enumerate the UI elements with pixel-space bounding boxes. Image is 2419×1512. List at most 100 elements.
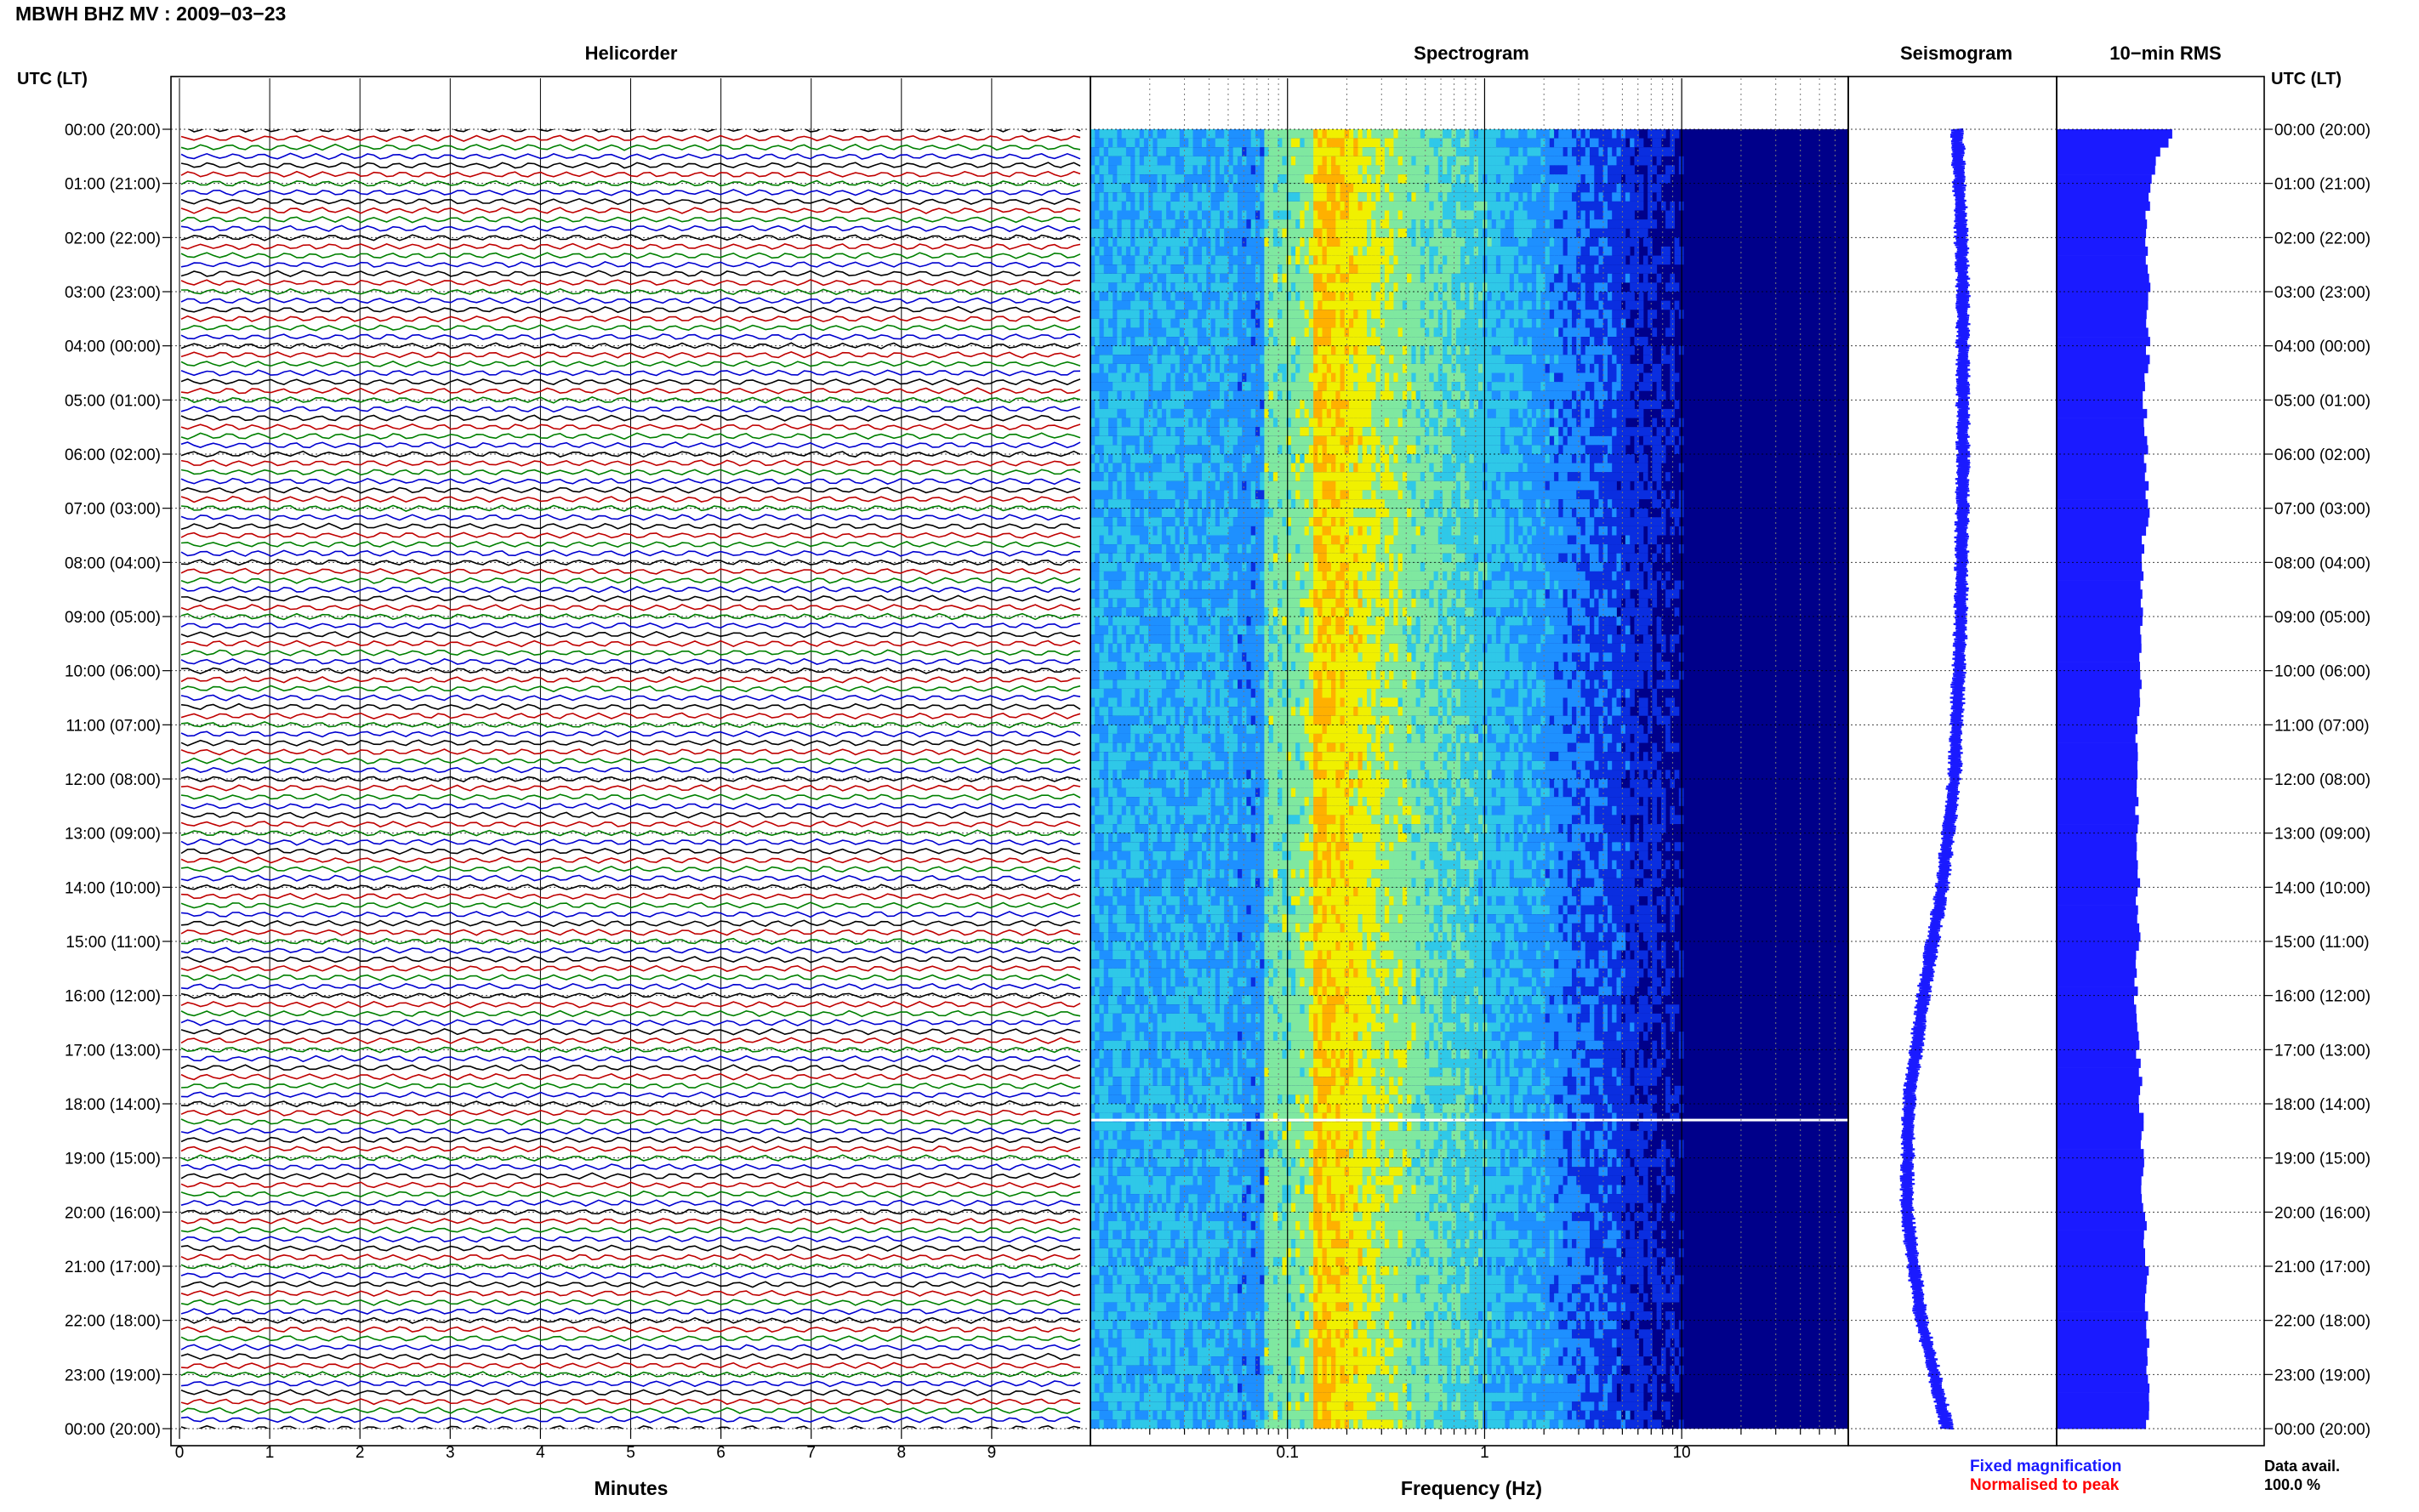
helicorder-trace [180, 802, 1081, 810]
helicorder-trace [180, 847, 1081, 855]
helicorder-trace [180, 360, 1081, 367]
helicorder-x-axis: 0 1 2 3 4 5 6 7 8 9 [175, 1429, 996, 1462]
helicorder-trace [180, 1001, 1081, 1009]
helicorder-trace [180, 622, 1081, 629]
time-label-right: 13:00 (09:00) [2274, 826, 2371, 844]
rms-bar [2057, 1104, 2139, 1113]
rms-bar [2057, 435, 2148, 446]
helicorder-trace [180, 865, 1081, 873]
rms-bar [2057, 815, 2139, 825]
helicorder-trace [180, 1145, 1081, 1153]
helicorder-trace [180, 1199, 1081, 1207]
rms-bar [2057, 345, 2146, 355]
rms-bar [2057, 1365, 2147, 1375]
helicorder-trace [180, 919, 1081, 928]
rms-bar [2057, 950, 2137, 960]
helicorder-trace [180, 514, 1081, 521]
rms-bar [2057, 355, 2150, 365]
time-label-left: 18:00 (14:00) [65, 1096, 161, 1114]
time-label-right: 23:00 (19:00) [2274, 1367, 2371, 1384]
time-label-right: 15:00 (11:00) [2274, 934, 2370, 952]
helicorder-trace [180, 1299, 1081, 1306]
rms-bar [2057, 463, 2147, 473]
time-label-left: 17:00 (13:00) [65, 1042, 161, 1060]
rms-bar [2057, 850, 2137, 861]
helicorder-trace [180, 748, 1081, 756]
time-label-left: 01:00 (21:00) [65, 176, 161, 194]
rms-bar [2057, 1383, 2150, 1393]
helicorder-trace [180, 134, 1081, 142]
time-label-left: 06:00 (02:00) [65, 446, 161, 464]
helicorder-trace [180, 982, 1081, 991]
helicorder-trace [180, 170, 1081, 179]
helicorder-trace [180, 820, 1081, 828]
rms-bar [2057, 824, 2138, 834]
panel-frames [170, 76, 2265, 1447]
helicorder-trace [180, 911, 1081, 918]
time-label-left: 15:00 (11:00) [65, 934, 161, 952]
helicorder-trace [180, 1407, 1081, 1415]
rms-bar [2057, 914, 2137, 924]
helicorder-trace [180, 387, 1081, 395]
rms-bar [2057, 1202, 2143, 1213]
rms-bar [2057, 725, 2137, 735]
rms-bar [2057, 310, 2147, 320]
time-label-right: 00:00 (20:00) [2274, 122, 2371, 139]
helicorder-trace [180, 1046, 1081, 1054]
helicorder-trace [180, 586, 1081, 594]
helicorder-trace [180, 1280, 1081, 1288]
rms-bar [2057, 390, 2143, 401]
helicorder-trace [180, 612, 1081, 621]
helicorder-trace [180, 1379, 1081, 1388]
helicorder-trace [180, 884, 1081, 891]
rms-bar [2057, 1185, 2142, 1195]
rms-bar [2057, 895, 2137, 906]
helicorder-trace [180, 215, 1081, 224]
rms-bar [2057, 1157, 2144, 1168]
helicorder-x-tick: 3 [446, 1444, 455, 1462]
time-label-left: 14:00 (10:00) [65, 879, 161, 897]
helicorder-trace [180, 784, 1081, 792]
rms-bar [2057, 1284, 2147, 1294]
seismogram-trace [1899, 128, 1971, 1430]
rms-bar [2057, 318, 2147, 328]
seismogram-line [1899, 128, 1971, 1430]
rms-bar [2057, 923, 2140, 933]
helicorder-trace [180, 270, 1081, 278]
rms-bar [2057, 1275, 2148, 1285]
helicorder-trace [180, 955, 1081, 963]
helicorder-trace [180, 396, 1081, 404]
time-label-right: 16:00 (12:00) [2274, 988, 2371, 1006]
helicorder-trace [180, 793, 1081, 801]
helicorder-trace [180, 179, 1081, 187]
helicorder-trace [180, 964, 1081, 972]
rms-bar [2057, 138, 2169, 148]
time-label-right: 19:00 (15:00) [2274, 1151, 2371, 1168]
helicorder-trace [180, 1361, 1081, 1369]
hour-gridlines [171, 128, 2264, 1430]
helicorder-trace [180, 1190, 1081, 1198]
rms-bar [2057, 1122, 2144, 1132]
time-label-left: 23:00 (19:00) [65, 1367, 161, 1384]
helicorder-trace [180, 468, 1081, 476]
helicorder-trace [180, 1163, 1081, 1171]
rms-bar [2057, 1257, 2145, 1267]
helicorder-trace [180, 892, 1081, 901]
helicorder-trace [180, 604, 1081, 611]
rms-bar [2057, 1266, 2149, 1276]
rms-bar [2057, 1112, 2144, 1123]
rms-bar [2057, 707, 2140, 717]
helicorder-trace [180, 1271, 1081, 1279]
helicorder-trace [180, 1424, 1081, 1429]
time-label-right: 05:00 (01:00) [2274, 392, 2371, 410]
helicorder-trace [180, 1091, 1081, 1099]
time-label-right: 04:00 (00:00) [2274, 338, 2371, 356]
helicorder-trace [180, 1334, 1081, 1343]
rms-bar [2057, 210, 2146, 220]
helicorder-trace [180, 1136, 1081, 1144]
station-title: MBWH BHZ MV : 2009−03−23 [15, 3, 286, 25]
helicorder-trace [180, 540, 1081, 549]
helicorder-trace [180, 261, 1081, 269]
time-label-left: 00:00 (20:00) [65, 1421, 161, 1439]
